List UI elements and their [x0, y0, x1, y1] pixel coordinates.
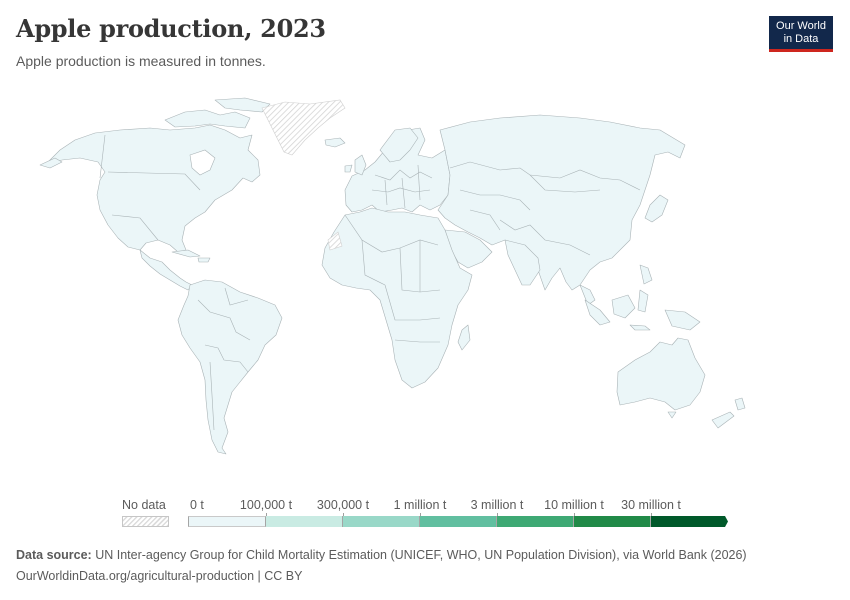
legend-no-data-label: No data	[122, 498, 166, 512]
logo-line-2: in Data	[783, 32, 819, 45]
chart-title: Apple production, 2023	[16, 14, 326, 43]
legend-bin-2[interactable]	[343, 516, 420, 527]
legend-bin-label-0: 0 t	[190, 498, 204, 512]
legend-no-data-swatch[interactable]	[122, 516, 169, 527]
region-arctic-islands[interactable]	[164, 109, 251, 129]
chart-subtitle: Apple production is measured in tonnes.	[16, 53, 266, 69]
legend-tick	[266, 513, 267, 516]
legend-bin-1[interactable]	[266, 516, 343, 527]
region-south-america[interactable]	[177, 279, 283, 455]
data-source: Data source: UN Inter-agency Group for C…	[16, 548, 747, 562]
region-africa[interactable]	[321, 207, 473, 389]
legend-tick	[497, 513, 498, 516]
legend-bin-0[interactable]	[188, 516, 266, 527]
data-source-text[interactable]: UN Inter-agency Group for Child Mortalit…	[95, 548, 747, 562]
logo-line-1: Our World	[776, 19, 826, 32]
legend-bin-3[interactable]	[420, 516, 497, 527]
legend-bin-label-4: 3 million t	[470, 498, 524, 512]
legend-bin-6[interactable]	[651, 516, 721, 527]
region-new-zealand[interactable]	[734, 397, 746, 411]
legend-bin-label-5: 10 million t	[544, 498, 604, 512]
legend-bin-label-3: 1 million t	[393, 498, 447, 512]
legend-tick	[420, 513, 421, 516]
legend-tick	[343, 513, 344, 516]
legend-bin-label-6: 30 million t	[621, 498, 681, 512]
legend-arrow-icon	[720, 516, 728, 527]
data-source-label: Data source:	[16, 548, 92, 562]
legend-bin-label-1: 100,000 t	[239, 498, 293, 512]
owid-logo[interactable]: Our World in Data	[769, 16, 833, 52]
legend-bin-5[interactable]	[574, 516, 651, 527]
legend-bin-4[interactable]	[497, 516, 574, 527]
region-australia[interactable]	[616, 337, 706, 411]
color-legend: No data 0 t 100,000 t 300,000 t 1 millio…	[0, 495, 850, 535]
region-asia[interactable]	[437, 114, 686, 291]
region-southeast-asia[interactable]	[584, 299, 611, 326]
legend-tick	[651, 513, 652, 516]
world-map[interactable]	[0, 90, 850, 480]
region-central-america[interactable]	[139, 249, 193, 291]
source-url-license[interactable]: OurWorldinData.org/agricultural-producti…	[16, 569, 303, 583]
legend-bin-label-2: 300,000 t	[316, 498, 370, 512]
region-greenland-no-data[interactable]	[261, 99, 346, 156]
legend-tick	[574, 513, 575, 516]
